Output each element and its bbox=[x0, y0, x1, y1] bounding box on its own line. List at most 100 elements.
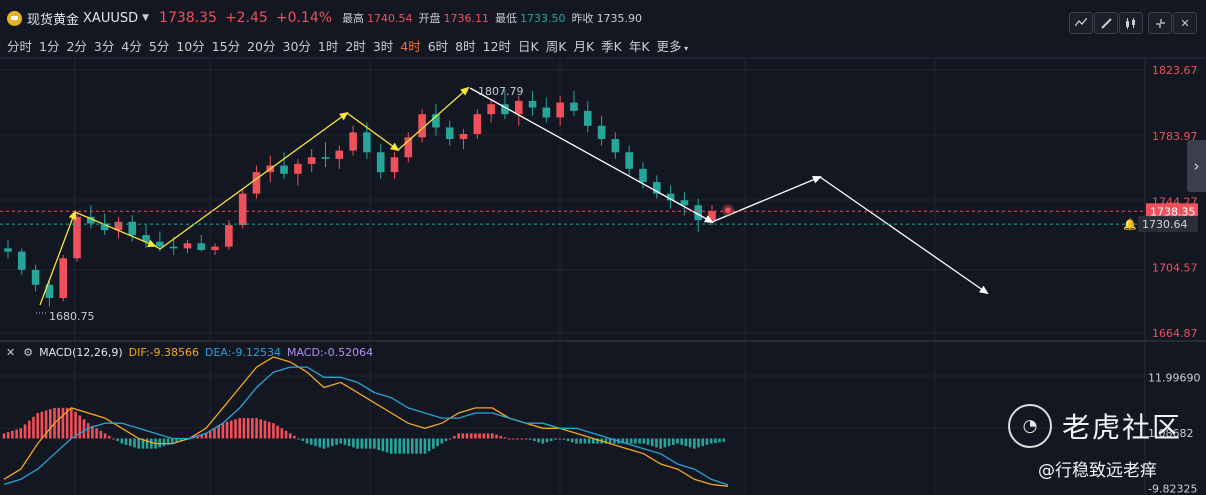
timeframe-15[interactable]: 6时 bbox=[427, 39, 449, 54]
current-price-tag-bg bbox=[1146, 203, 1198, 220]
alert-price-tag: 1730.64 bbox=[1142, 218, 1188, 231]
instrument-symbol[interactable]: XAUUSD bbox=[83, 10, 139, 26]
macd-bar bbox=[347, 438, 351, 447]
dea-label: DEA: bbox=[205, 345, 232, 359]
macd-bar bbox=[411, 438, 414, 454]
candle-body bbox=[73, 216, 81, 259]
draw-pen-icon[interactable] bbox=[1094, 12, 1118, 34]
last-price: 1738.35 bbox=[159, 10, 217, 26]
timeframe-4[interactable]: 3分 bbox=[93, 39, 115, 54]
macd-bar bbox=[495, 434, 498, 439]
timeframe-20[interactable]: 月K bbox=[573, 39, 595, 54]
timeframe-1[interactable]: 分时 bbox=[7, 39, 33, 54]
candle-body bbox=[349, 132, 357, 151]
chevron-right-icon[interactable]: › bbox=[1187, 140, 1206, 192]
instrument-name[interactable]: 现货黄金 bbox=[27, 12, 80, 28]
timeframe-bar: 分时 1分 2分 3分 4分 5分 10分 15分 20分 30分 1时 2时 3时 4时 6时 8时 12时日… bbox=[0, 36, 1206, 58]
timeframe-7[interactable]: 10分 bbox=[176, 39, 205, 54]
collapse-icon[interactable] bbox=[1148, 12, 1172, 34]
timeframe-2[interactable]: 1分 bbox=[39, 39, 60, 54]
macd-bar bbox=[288, 433, 292, 439]
macd-bar bbox=[221, 423, 225, 439]
macd-bar bbox=[684, 438, 688, 447]
chevron-down-icon[interactable]: ▼ bbox=[142, 13, 150, 23]
macd-bar bbox=[335, 438, 338, 445]
macd-bar bbox=[625, 438, 629, 444]
macd-bar bbox=[91, 425, 94, 439]
macd-value: -0.52064 bbox=[323, 345, 374, 359]
macd-bar bbox=[554, 438, 557, 440]
macd-bar bbox=[482, 433, 486, 439]
macd-bar bbox=[486, 433, 490, 439]
candle-body bbox=[252, 172, 261, 194]
macd-bar bbox=[381, 438, 385, 452]
macd-bar bbox=[86, 423, 90, 439]
timeframe-11[interactable]: 1时 bbox=[317, 39, 339, 54]
macd-bar bbox=[667, 438, 671, 447]
macd-bar bbox=[99, 430, 103, 439]
open-value: 1736.11 bbox=[443, 11, 490, 25]
low-label: 最低 bbox=[495, 12, 518, 25]
gear-icon[interactable]: ⚙ bbox=[23, 345, 34, 359]
close-icon[interactable]: ✕ bbox=[1173, 12, 1197, 34]
timeframe-3[interactable]: 2分 bbox=[66, 39, 87, 54]
candle-body bbox=[514, 100, 523, 115]
macd-bar bbox=[537, 438, 540, 443]
timeframe-18[interactable]: 日K bbox=[518, 39, 539, 54]
quote-header: 现货黄金 XAUUSD ▼ 1738.35 +2.45 +0.14% 最高 17… bbox=[0, 0, 1206, 36]
candle-body bbox=[418, 114, 426, 138]
macd-bar bbox=[562, 438, 566, 440]
candle-body bbox=[404, 137, 413, 158]
macd-bar bbox=[575, 438, 578, 444]
macd-bar bbox=[524, 438, 528, 440]
timeframe-23[interactable]: 更多 bbox=[657, 36, 689, 58]
macd-legend: ✕ ⚙ MACD(12,26,9) DIF: -9.38566 DEA: -9.… bbox=[0, 343, 373, 361]
candle-style-icon[interactable] bbox=[1119, 12, 1143, 34]
line-chart-icon[interactable] bbox=[1069, 12, 1093, 34]
macd-bar bbox=[103, 433, 107, 439]
timeframe-22[interactable]: 年K bbox=[628, 39, 650, 54]
timeframe-14[interactable]: 4时 bbox=[400, 39, 421, 54]
timeframe-16[interactable]: 8时 bbox=[455, 39, 476, 54]
macd-bar bbox=[208, 430, 212, 439]
macd-bar bbox=[709, 438, 713, 444]
macd-bar bbox=[331, 438, 334, 447]
macd-bar bbox=[238, 418, 242, 439]
timeframe-6[interactable]: 5分 bbox=[148, 39, 170, 54]
macd-bar bbox=[255, 418, 258, 439]
macd-bar bbox=[6, 432, 10, 439]
macd-bar bbox=[309, 438, 313, 445]
forecast-annotation bbox=[819, 176, 989, 295]
macd-bar bbox=[461, 433, 465, 439]
timeframe-17[interactable]: 12时 bbox=[482, 39, 512, 54]
macd-bar bbox=[360, 438, 364, 449]
candle-body bbox=[708, 211, 716, 221]
macd-bar bbox=[196, 435, 199, 439]
close-icon[interactable]: ✕ bbox=[6, 345, 16, 359]
timeframe-21[interactable]: 季K bbox=[601, 39, 622, 54]
macd-bar bbox=[213, 428, 216, 439]
timeframe-12[interactable]: 2时 bbox=[345, 39, 366, 54]
macd-bar bbox=[293, 435, 296, 439]
macd-bar bbox=[705, 438, 709, 445]
macd-bar bbox=[646, 438, 650, 445]
trend-annotation bbox=[397, 86, 470, 151]
macd-bar bbox=[604, 438, 608, 444]
timeframe-10[interactable]: 30分 bbox=[282, 39, 311, 54]
macd-bar bbox=[284, 430, 288, 439]
price-tick: 1823.67 bbox=[1152, 64, 1198, 77]
timeframe-5[interactable]: 4分 bbox=[121, 39, 142, 54]
candle-body bbox=[583, 110, 592, 126]
macd-bar bbox=[343, 438, 347, 445]
candle-body bbox=[307, 157, 316, 164]
macd-bar bbox=[592, 438, 595, 444]
macd-bar bbox=[234, 419, 237, 439]
macd-bar bbox=[242, 418, 246, 439]
timeframe-9[interactable]: 20分 bbox=[247, 39, 276, 54]
trend-annotation bbox=[74, 211, 157, 247]
timeframe-19[interactable]: 周K bbox=[545, 39, 567, 54]
macd-bar bbox=[474, 433, 477, 439]
timeframe-8[interactable]: 15分 bbox=[211, 39, 241, 54]
timeframe-13[interactable]: 3时 bbox=[372, 39, 394, 54]
